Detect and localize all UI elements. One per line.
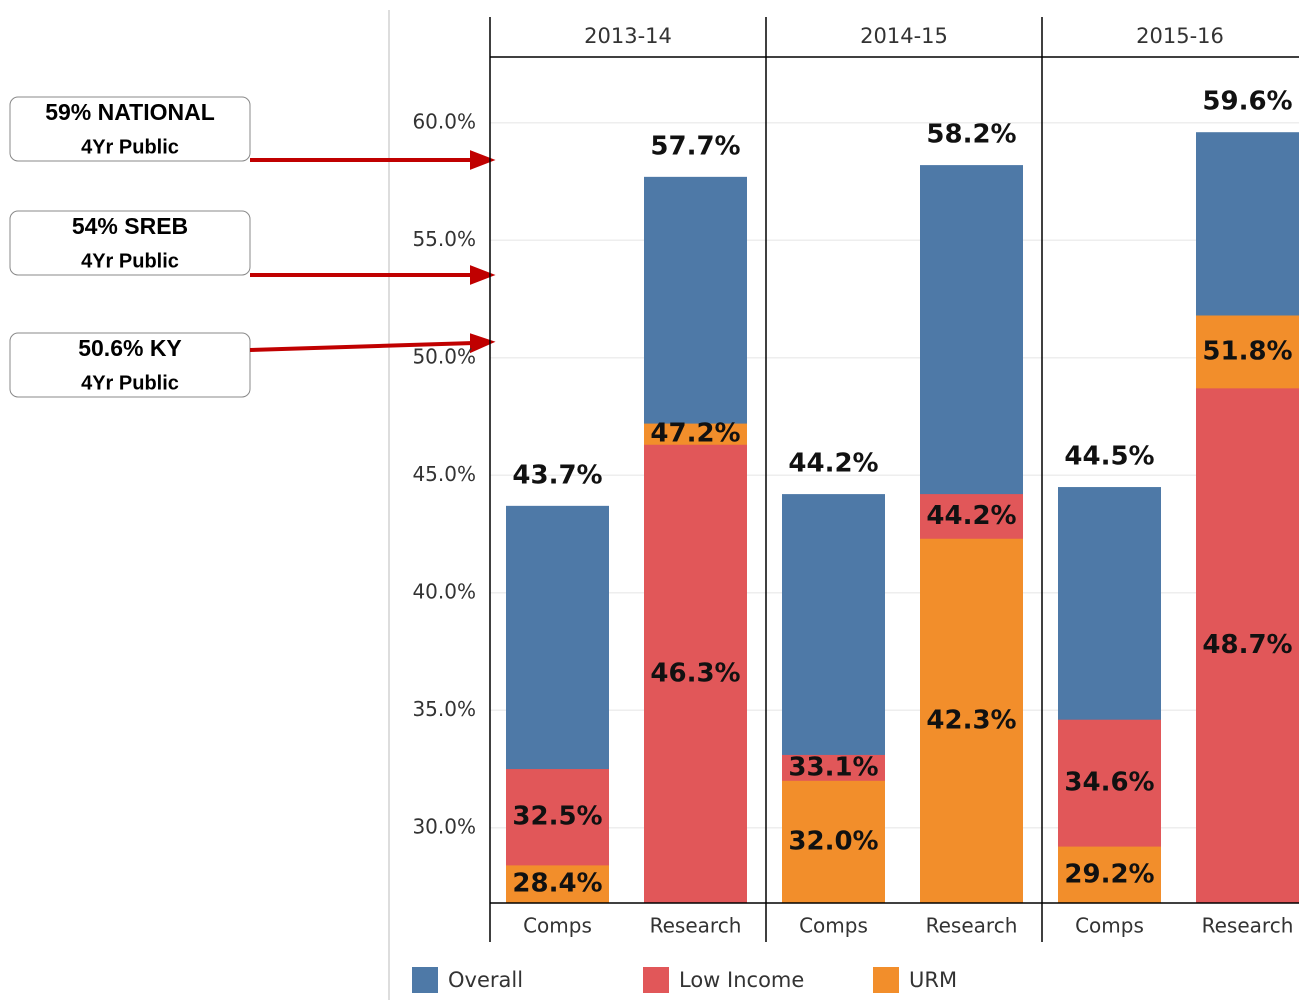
data-label: 32.5% [512,802,602,832]
annotation-box [9,332,251,398]
group-label: 2015-16 [1136,24,1224,48]
x-tick-label: Research [926,914,1018,938]
data-label: 46.3% [650,658,740,688]
data-label: 43.7% [512,460,602,490]
bar [1196,388,1299,904]
data-label: 32.0% [788,826,878,856]
annotation-title: 54% SREB [72,213,188,239]
y-tick-label: 45.0% [412,462,476,486]
bar [506,865,609,903]
data-label: 33.1% [788,752,878,782]
bar [920,538,1023,903]
annotation-box [9,96,251,162]
arrow-head [470,265,496,285]
data-label: 47.2% [650,419,740,449]
data-label: 44.5% [1064,442,1154,472]
group-label: 2014-15 [860,24,948,48]
y-tick-label: 60.0% [412,109,476,133]
x-tick-label: Comps [523,914,592,938]
legend-label: URM [909,968,957,992]
group-label: 2013-14 [584,24,672,48]
x-tick-label: Comps [1075,914,1144,938]
legend-label: Low Income [679,968,804,992]
legend-swatch [412,967,438,993]
y-tick-label: 50.0% [412,344,476,368]
data-label: 29.2% [1064,859,1154,889]
x-tick-label: Research [1202,914,1294,938]
y-tick-label: 40.0% [412,579,476,603]
legend-swatch [873,967,899,993]
bar [644,444,747,903]
data-label: 42.3% [926,705,1016,735]
arrow-head [470,333,496,354]
x-tick-label: Comps [799,914,868,938]
x-tick-label: Research [650,914,742,938]
legend-swatch [643,967,669,993]
arrow [249,341,475,352]
annotations: 59% NATIONAL 4Yr Public 54% SREB 4Yr Pub… [9,96,496,398]
data-label: 59.6% [1202,87,1292,117]
bar [782,780,885,903]
data-label: 44.2% [926,501,1016,531]
data-label: 48.7% [1202,630,1292,660]
bar [1058,846,1161,903]
annotation-subtitle: 4Yr Public [81,250,179,272]
annotation-title: 59% NATIONAL [45,99,215,125]
y-tick-label: 55.0% [412,227,476,251]
data-label: 51.8% [1202,336,1292,366]
data-label: 28.4% [512,869,602,899]
annotation-subtitle: 4Yr Public [81,372,179,394]
annotation-box [9,210,251,276]
annotation-subtitle: 4Yr Public [81,136,179,158]
legend-label: Overall [448,968,523,992]
data-label: 57.7% [650,131,740,161]
y-tick-label: 30.0% [412,814,476,838]
data-label: 44.2% [788,449,878,479]
data-label: 58.2% [926,120,1016,150]
y-tick-label: 35.0% [412,697,476,721]
annotation-title: 50.6% KY [78,335,182,361]
arrow-head [470,150,496,170]
data-label: 34.6% [1064,768,1154,798]
